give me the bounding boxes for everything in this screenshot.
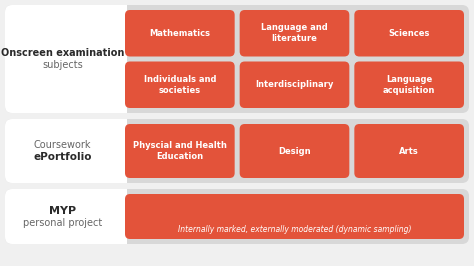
Text: Onscreen examination: Onscreen examination <box>1 48 124 58</box>
FancyBboxPatch shape <box>125 194 464 239</box>
FancyBboxPatch shape <box>5 119 469 183</box>
FancyBboxPatch shape <box>355 10 464 56</box>
FancyBboxPatch shape <box>240 61 349 108</box>
FancyBboxPatch shape <box>5 5 469 113</box>
Text: Arts: Arts <box>399 147 419 156</box>
Text: Design: Design <box>278 147 311 156</box>
Text: MYP: MYP <box>49 206 76 215</box>
FancyBboxPatch shape <box>5 119 127 183</box>
FancyBboxPatch shape <box>5 5 127 113</box>
FancyBboxPatch shape <box>355 61 464 108</box>
Text: personal project: personal project <box>23 218 102 227</box>
Text: Sciences: Sciences <box>389 29 430 38</box>
FancyBboxPatch shape <box>240 10 349 56</box>
FancyBboxPatch shape <box>120 119 127 183</box>
FancyBboxPatch shape <box>125 10 235 56</box>
FancyBboxPatch shape <box>120 189 127 244</box>
Text: Language and
literature: Language and literature <box>261 23 328 43</box>
Text: Interdisciplinary: Interdisciplinary <box>255 80 334 89</box>
Text: Mathematics: Mathematics <box>149 29 210 38</box>
Text: Physcial and Health
Education: Physcial and Health Education <box>133 141 227 161</box>
Text: ePortfolio: ePortfolio <box>33 152 92 162</box>
Text: Individuals and
societies: Individuals and societies <box>144 75 216 95</box>
FancyBboxPatch shape <box>5 189 127 244</box>
FancyBboxPatch shape <box>125 61 235 108</box>
FancyBboxPatch shape <box>120 5 127 113</box>
Text: subjects: subjects <box>42 60 83 70</box>
FancyBboxPatch shape <box>125 124 235 178</box>
FancyBboxPatch shape <box>5 189 469 244</box>
FancyBboxPatch shape <box>240 124 349 178</box>
Text: Internally marked, externally moderated (dynamic sampling): Internally marked, externally moderated … <box>178 226 411 235</box>
Text: Coursework: Coursework <box>34 140 91 150</box>
Text: Language
acquisition: Language acquisition <box>383 75 435 95</box>
FancyBboxPatch shape <box>355 124 464 178</box>
